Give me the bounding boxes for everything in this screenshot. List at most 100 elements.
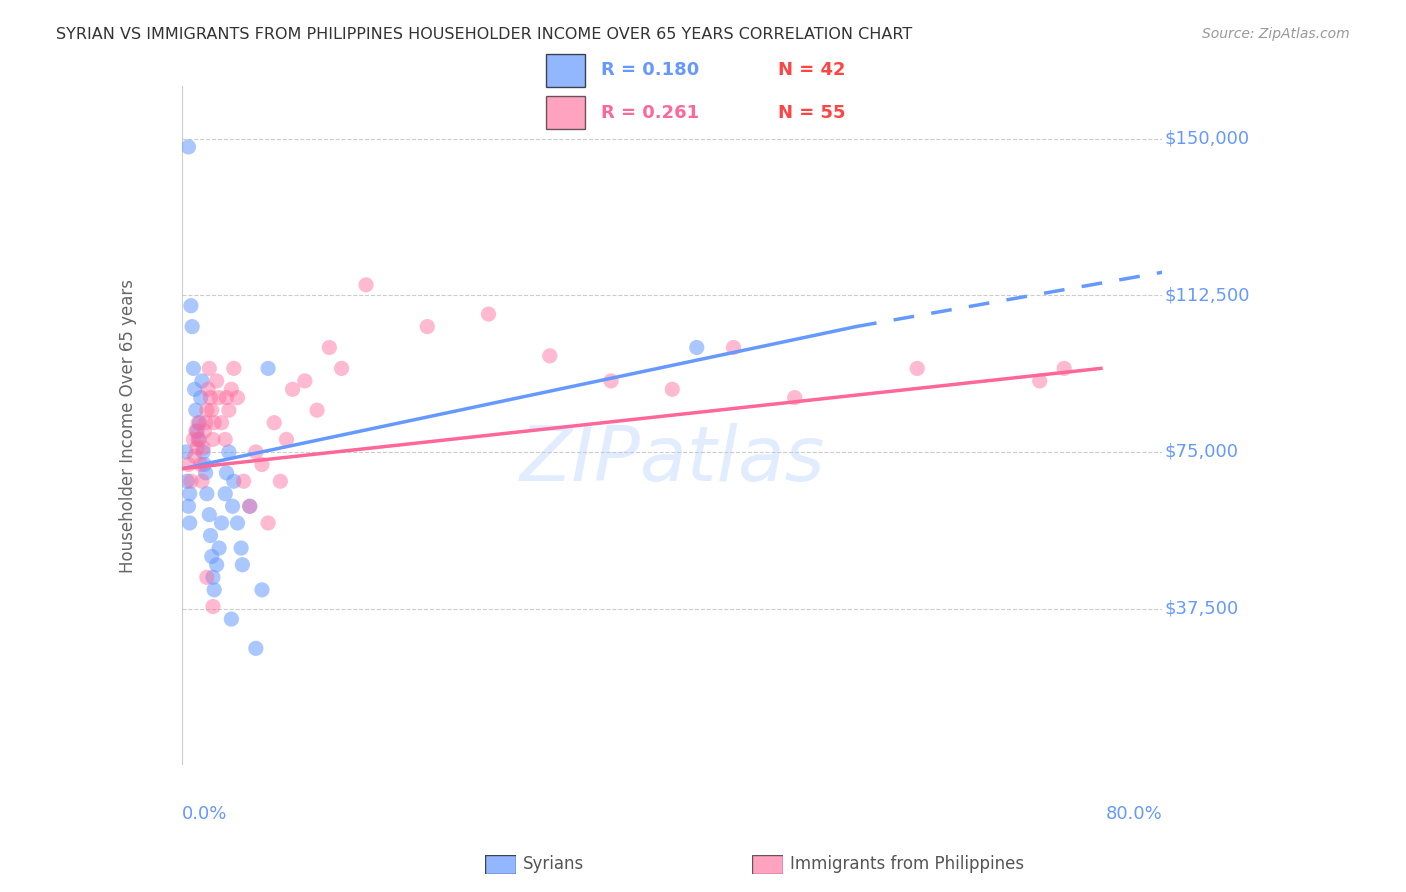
Text: Syrians: Syrians xyxy=(523,855,585,873)
Text: $150,000: $150,000 xyxy=(1164,129,1250,147)
Point xyxy=(195,570,218,584)
Text: ZIPatlas: ZIPatlas xyxy=(520,423,825,497)
Point xyxy=(600,374,623,388)
Point xyxy=(201,549,224,564)
Point xyxy=(201,433,224,447)
Point xyxy=(218,403,240,417)
Point xyxy=(174,445,197,459)
Point xyxy=(201,599,224,614)
Point xyxy=(416,319,439,334)
Point xyxy=(193,458,215,472)
Point xyxy=(186,441,208,455)
Point xyxy=(190,391,212,405)
Point xyxy=(188,433,211,447)
Text: N = 42: N = 42 xyxy=(779,62,846,79)
Point xyxy=(202,416,225,430)
Point xyxy=(177,500,200,514)
Point xyxy=(184,403,207,417)
Text: $112,500: $112,500 xyxy=(1164,286,1250,304)
Point xyxy=(231,541,253,555)
Point xyxy=(177,140,200,154)
FancyBboxPatch shape xyxy=(546,54,585,87)
Point xyxy=(231,558,253,572)
Point xyxy=(905,361,928,376)
Point xyxy=(180,474,202,488)
Point xyxy=(221,612,243,626)
Point xyxy=(232,474,254,488)
Point xyxy=(195,487,218,501)
Point xyxy=(226,516,249,530)
Point xyxy=(222,474,245,488)
Point xyxy=(783,391,806,405)
Point xyxy=(180,299,202,313)
Point xyxy=(723,341,745,355)
Point xyxy=(318,341,340,355)
Point xyxy=(200,528,222,542)
FancyBboxPatch shape xyxy=(546,96,585,129)
Point xyxy=(294,374,316,388)
Point xyxy=(661,382,683,396)
Point xyxy=(222,361,245,376)
Point xyxy=(200,391,222,405)
Point xyxy=(245,641,267,656)
Point xyxy=(198,361,221,376)
Point xyxy=(354,277,377,292)
Text: $75,000: $75,000 xyxy=(1164,443,1239,461)
Point xyxy=(183,382,205,396)
Text: 80.0%: 80.0% xyxy=(1105,805,1163,823)
Point xyxy=(198,508,221,522)
Point xyxy=(214,433,236,447)
Point xyxy=(201,570,224,584)
Point xyxy=(191,374,214,388)
Point xyxy=(214,487,236,501)
Point xyxy=(176,474,198,488)
Point xyxy=(211,516,233,530)
Point xyxy=(239,500,262,514)
Point xyxy=(193,441,215,455)
Point xyxy=(191,474,214,488)
Text: Source: ZipAtlas.com: Source: ZipAtlas.com xyxy=(1202,27,1350,41)
Point xyxy=(194,466,217,480)
FancyBboxPatch shape xyxy=(752,855,783,874)
Point xyxy=(257,361,280,376)
Point xyxy=(208,391,231,405)
Point xyxy=(184,424,207,438)
Text: Immigrants from Philippines: Immigrants from Philippines xyxy=(790,855,1025,873)
Point xyxy=(187,416,209,430)
Text: 0.0%: 0.0% xyxy=(183,805,228,823)
Point xyxy=(179,487,201,501)
Point xyxy=(269,474,291,488)
Point xyxy=(190,458,212,472)
Point xyxy=(211,416,233,430)
Point xyxy=(177,458,200,472)
Point xyxy=(221,382,243,396)
Point xyxy=(194,416,217,430)
Point xyxy=(195,403,218,417)
Point xyxy=(183,449,205,463)
Text: Householder Income Over 65 years: Householder Income Over 65 years xyxy=(120,279,138,573)
Point xyxy=(187,433,209,447)
Point xyxy=(183,433,205,447)
Point xyxy=(197,382,219,396)
Point xyxy=(205,374,228,388)
Point xyxy=(686,341,709,355)
Point xyxy=(245,445,267,459)
Point xyxy=(179,516,201,530)
Text: SYRIAN VS IMMIGRANTS FROM PHILIPPINES HOUSEHOLDER INCOME OVER 65 YEARS CORRELATI: SYRIAN VS IMMIGRANTS FROM PHILIPPINES HO… xyxy=(56,27,912,42)
Text: N = 55: N = 55 xyxy=(779,103,846,121)
Point xyxy=(276,433,298,447)
Point xyxy=(250,458,273,472)
Point xyxy=(218,445,240,459)
Point xyxy=(221,500,243,514)
Point xyxy=(208,541,231,555)
Point xyxy=(193,424,215,438)
Point xyxy=(186,424,208,438)
Point xyxy=(263,416,285,430)
Text: $37,500: $37,500 xyxy=(1164,599,1239,617)
Point xyxy=(201,403,224,417)
Point xyxy=(215,391,238,405)
Point xyxy=(193,445,215,459)
Point xyxy=(188,416,211,430)
Point xyxy=(538,349,561,363)
Text: R = 0.180: R = 0.180 xyxy=(602,62,699,79)
